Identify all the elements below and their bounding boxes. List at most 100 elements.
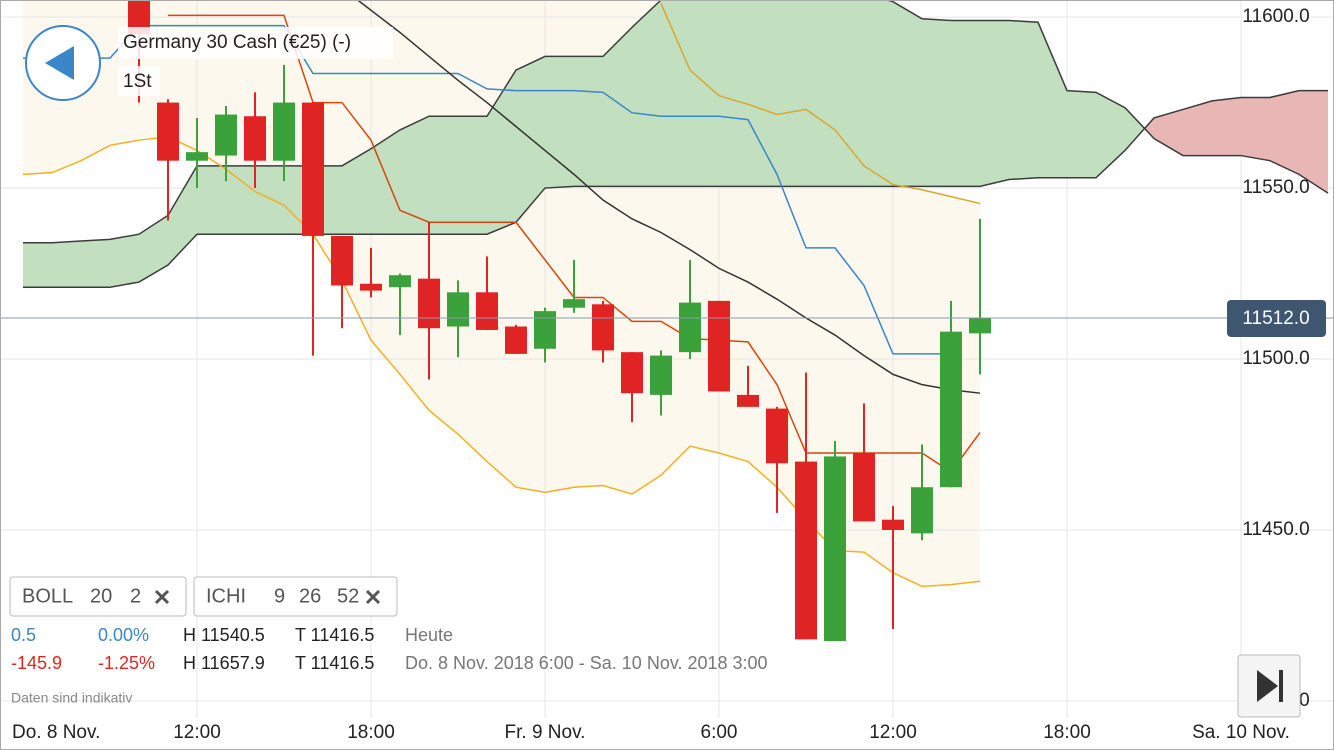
cloud	[951, 20, 980, 187]
candle-body	[244, 116, 266, 161]
stat: -1.25%	[98, 653, 155, 673]
indicator-param: 2	[130, 585, 141, 607]
stat: 0.00%	[98, 625, 149, 645]
remove-icon[interactable]	[365, 589, 381, 605]
cloud	[400, 116, 429, 235]
cloud	[1212, 97, 1241, 156]
candle-body	[824, 456, 846, 642]
candle-body	[969, 317, 991, 334]
plot-area	[0, 0, 1334, 718]
y-tick-label: 11550.0	[1242, 177, 1309, 198]
price-label: 11512.0	[1242, 308, 1309, 329]
candle-body	[563, 299, 585, 308]
cloud	[1067, 90, 1096, 178]
disclaimer: Daten sind indikativ	[11, 690, 132, 706]
candle-body	[911, 487, 933, 534]
bollinger-upper	[660, 3, 981, 205]
cloud	[458, 116, 487, 235]
y-tick-label: 11450.0	[1242, 519, 1309, 540]
cloud	[922, 18, 951, 187]
cloud	[690, 0, 719, 187]
indicator-param: 9	[274, 585, 285, 607]
timeframe: 1St	[123, 71, 152, 92]
cloud	[603, 27, 632, 187]
remove-icon[interactable]	[154, 589, 170, 605]
candle-body	[389, 275, 411, 288]
cloud	[835, 0, 864, 187]
x-axis-band	[0, 718, 1334, 750]
back-button[interactable]	[25, 25, 101, 101]
cloud	[52, 241, 81, 288]
candle-body	[534, 311, 556, 349]
candle-body	[215, 114, 237, 156]
cloud	[23, 242, 52, 288]
candle-body	[157, 102, 179, 161]
indicator-name: BOLL	[22, 585, 73, 607]
candle-body	[940, 331, 962, 488]
indicator-chip[interactable]: ICHI 9 26 52	[193, 576, 398, 617]
stat: T 11416.5	[295, 653, 374, 673]
cloud	[748, 0, 777, 187]
candle-body	[882, 519, 904, 530]
x-tick-label: 18:00	[1043, 722, 1091, 743]
indicator-name: ICHI	[206, 585, 246, 607]
x-tick-label: Sa. 10 Nov.	[1192, 722, 1290, 743]
cloud	[1299, 90, 1328, 194]
candle-body	[505, 326, 527, 354]
candle-body	[447, 292, 469, 327]
candle-body	[592, 304, 614, 351]
stat: T 11416.5	[295, 625, 374, 645]
kijun-line	[23, 24, 951, 355]
chip-box	[193, 576, 398, 617]
stat: H 11657.9	[183, 653, 265, 673]
cloud	[429, 116, 458, 235]
indicator-param: 52	[337, 585, 359, 607]
cloud	[661, 0, 690, 187]
cloud	[81, 239, 110, 288]
candle-body	[853, 453, 875, 522]
y-tick-label: 11600.0	[1242, 6, 1309, 27]
chikou-line	[356, 0, 981, 394]
cloud	[1241, 97, 1270, 161]
stat: Do. 8 Nov. 2018 6:00 - Sa. 10 Nov. 2018 …	[405, 653, 768, 673]
span-b-line	[23, 89, 1328, 288]
cloud	[197, 165, 226, 235]
skip-arrow	[1257, 670, 1278, 702]
candle-body	[621, 352, 643, 394]
cloud	[168, 165, 197, 265]
candle-body	[418, 278, 440, 329]
y-tick-label: 11500.0	[1242, 348, 1309, 369]
cloud	[864, 0, 893, 187]
candle-body	[331, 235, 353, 286]
candle-body	[360, 283, 382, 291]
chip-box	[9, 576, 187, 617]
span-a-line	[23, 0, 1329, 244]
skip-end-button[interactable]	[1237, 654, 1301, 718]
candle-body	[650, 355, 672, 395]
cloud	[255, 165, 284, 235]
indicator-param: 26	[299, 585, 321, 607]
cloud	[139, 215, 168, 283]
candle-body	[737, 394, 759, 407]
cloud	[1144, 117, 1154, 139]
timeframe-bg	[118, 66, 160, 96]
indicator-chip[interactable]: BOLL 20 2	[9, 576, 187, 617]
candle-body	[708, 300, 730, 392]
cloud	[1009, 20, 1038, 180]
skip-bar	[1279, 670, 1283, 702]
bollinger-lower	[22, 135, 981, 588]
cloud	[574, 56, 603, 187]
cloud	[545, 56, 574, 189]
back-arrow	[45, 46, 74, 80]
candle-body	[273, 102, 295, 161]
x-tick-label: 12:00	[869, 722, 917, 743]
cloud	[1154, 109, 1183, 156]
x-tick-label: 6:00	[701, 722, 738, 743]
cloud	[487, 70, 516, 235]
cloud	[632, 0, 661, 187]
title-bg	[118, 27, 393, 59]
x-start-bg	[0, 718, 126, 750]
price-tag	[1227, 299, 1326, 337]
cloud	[1125, 107, 1145, 151]
